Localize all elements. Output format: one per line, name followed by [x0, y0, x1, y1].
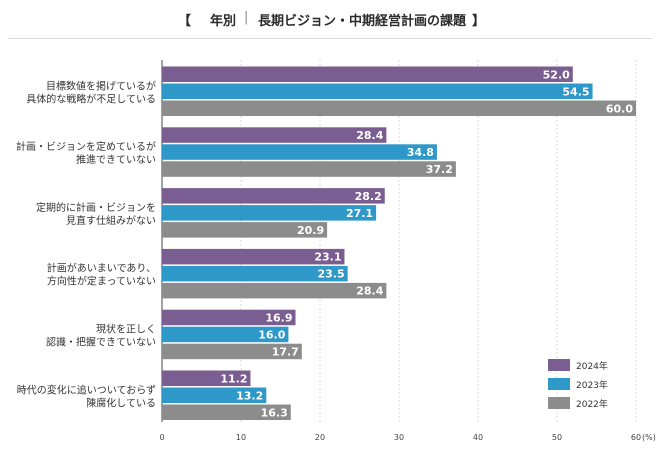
value-label-1-2022年: 60.0: [606, 102, 633, 115]
value-label-4-2022年: 28.4: [356, 285, 383, 298]
value-label-5-2023年: 16.0: [258, 328, 285, 341]
category-label-4-2: 方向性が定まっていない: [47, 275, 156, 288]
value-label-4-2024年: 23.1: [314, 251, 341, 264]
value-label-1-2024年: 52.0: [543, 68, 570, 81]
x-tick-20: 20: [315, 433, 325, 442]
title-divider: [8, 38, 652, 39]
category-label-5-1: 現状を正しく: [96, 322, 156, 335]
bar-6-2024年: [162, 370, 251, 386]
x-tick-60: 60: [631, 433, 641, 442]
category-label-2-1: 計画・ビジョンを定めているが: [16, 140, 156, 153]
legend-swatch-2024年: [548, 359, 570, 371]
bar-6-2023年: [162, 387, 267, 403]
bar-5-2022年: [162, 343, 302, 360]
legend-label-2024年: 2024年: [576, 360, 608, 372]
category-label-5-2: 認識・把握できていない: [46, 335, 156, 348]
value-label-5-2024年: 16.9: [265, 311, 292, 324]
value-label-2-2024年: 28.4: [356, 129, 383, 142]
bar-4-2023年: [162, 265, 348, 282]
title-main: 年別: [210, 14, 237, 29]
category-label-3-1: 定期的に計画・ビジョンを: [36, 201, 156, 214]
value-label-3-2023年: 27.1: [346, 207, 373, 220]
value-label-2-2023年: 34.8: [407, 146, 434, 159]
value-label-6-2022年: 16.3: [261, 406, 288, 419]
category-label-3-2: 見直す仕組みがない: [66, 214, 156, 227]
x-tick-10: 10: [236, 433, 246, 442]
title-separator: |: [244, 10, 249, 25]
value-label-1-2023年: 54.5: [562, 85, 589, 98]
bar-4-2024年: [162, 248, 345, 265]
value-label-5-2022年: 17.7: [272, 345, 299, 358]
category-label-2-2: 推進できていない: [76, 153, 156, 166]
category-label-1-2: 具体的な戦略が不足している: [26, 92, 156, 105]
bar-5-2024年: [162, 309, 296, 326]
bar-1-2024年: [162, 66, 573, 82]
category-label-1-1: 目標数値を掲げているが: [46, 79, 156, 92]
category-label-6-2: 陳腐化している: [86, 396, 156, 409]
bar-6-2022年: [162, 404, 291, 420]
value-label-6-2023年: 13.2: [236, 389, 263, 402]
bar-3-2023年: [162, 205, 377, 221]
bar-3-2024年: [162, 188, 385, 204]
x-tick-30: 30: [394, 433, 404, 442]
title-sub: 長期ビジョン・中期経営計画の課題: [258, 14, 467, 29]
bar-1-2022年: [162, 100, 636, 116]
value-label-3-2024年: 28.2: [355, 190, 382, 203]
value-label-2-2022年: 37.2: [426, 163, 453, 176]
bar-5-2023年: [162, 326, 289, 343]
x-tick-50: 50: [552, 433, 562, 442]
x-unit-label: (%): [642, 433, 656, 442]
bar-2-2022年: [162, 161, 456, 177]
value-label-6-2024年: 11.2: [220, 372, 247, 385]
x-tick-0: 0: [159, 433, 164, 442]
legend-swatch-2022年: [548, 397, 570, 409]
category-label-4-1: 計画があいまいであり、: [47, 262, 156, 275]
chart-title: 【 年別 | 長期ビジョン・中期経営計画の課題 】: [0, 10, 660, 32]
legend-label-2023年: 2023年: [576, 379, 608, 391]
bar-2-2024年: [162, 127, 387, 143]
legend-label-2022年: 2022年: [576, 398, 608, 410]
bar-4-2022年: [162, 282, 387, 299]
title-right-bracket: 】: [472, 14, 486, 29]
value-label-4-2023年: 23.5: [318, 268, 345, 281]
title-left-bracket: 【: [178, 14, 192, 29]
category-label-6-1: 時代の変化に追いついておらず: [17, 383, 156, 396]
x-tick-40: 40: [473, 433, 483, 442]
bar-1-2023年: [162, 83, 593, 99]
value-label-3-2022年: 20.9: [297, 224, 324, 237]
bar-2-2023年: [162, 144, 437, 160]
legend-swatch-2023年: [548, 378, 570, 390]
bar-3-2022年: [162, 222, 328, 238]
